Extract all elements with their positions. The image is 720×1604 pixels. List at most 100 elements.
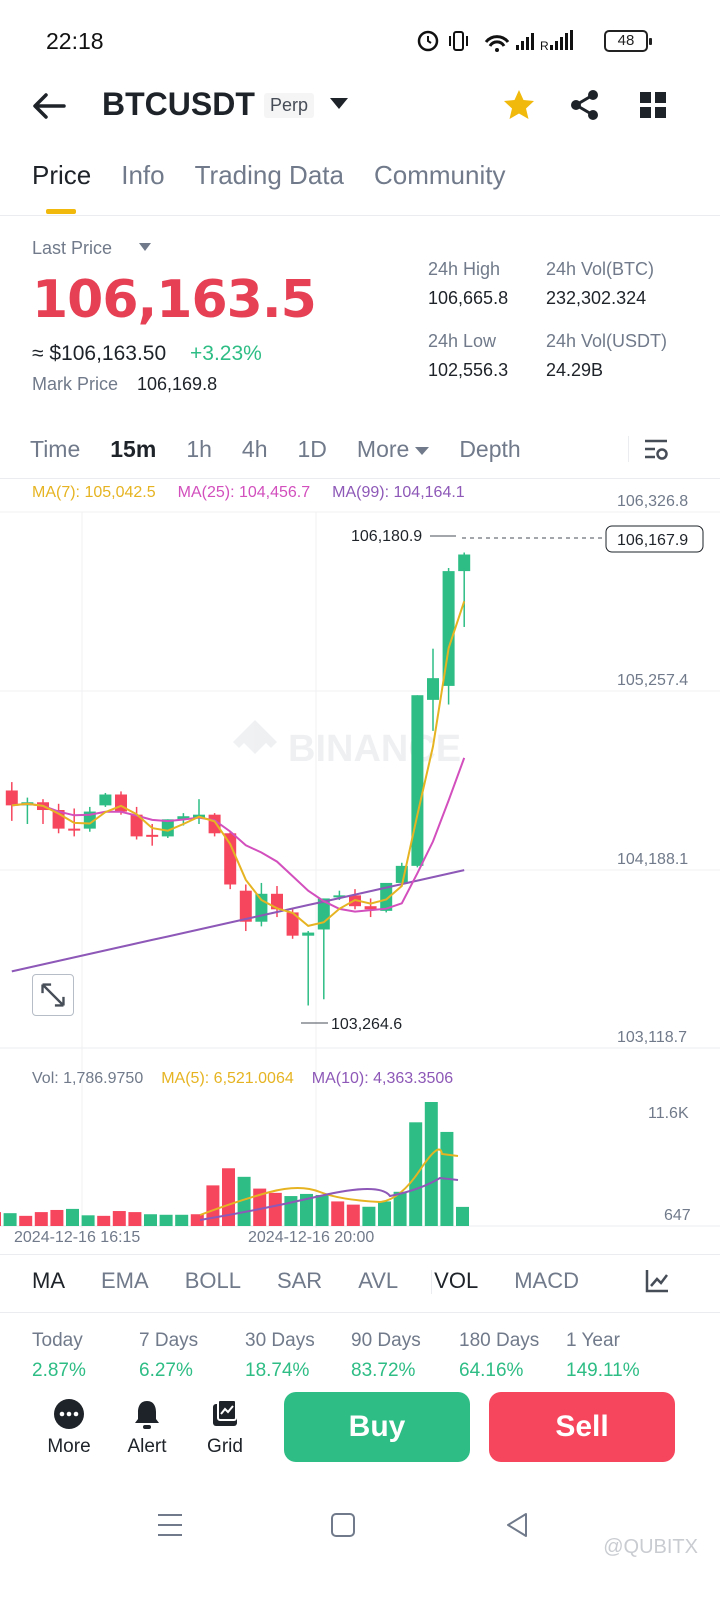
tab-info[interactable]: Info	[121, 160, 165, 190]
indicator-avl[interactable]: AVL	[358, 1268, 399, 1293]
alert-label: Alert	[127, 1436, 167, 1457]
binance-watermark: BINANCE	[233, 720, 461, 770]
indicator-settings-icon[interactable]	[644, 1268, 670, 1294]
vol-ma5-line	[199, 1148, 459, 1216]
volume-bar	[300, 1193, 313, 1226]
interval-1d[interactable]: 1D	[297, 436, 327, 462]
volume-bar	[315, 1195, 329, 1226]
indicator-vol[interactable]: VOL	[434, 1268, 479, 1293]
more-label: More	[47, 1436, 91, 1457]
indicator-sar[interactable]: SAR	[276, 1268, 323, 1293]
buy-button[interactable]: Buy	[284, 1392, 470, 1462]
current-price-tag[interactable]	[605, 525, 704, 553]
interval-1h[interactable]: 1h	[186, 436, 212, 462]
ma7-legend: MA(7): 105,042.5	[32, 484, 156, 501]
recent-apps-icon[interactable]	[156, 1512, 184, 1538]
perf-value-7d: 6.27%	[139, 1360, 193, 1381]
vol-ma5-legend: MA(5): 6,521.0064	[161, 1070, 294, 1087]
high-24h-value: 106,665.8	[428, 288, 509, 308]
symbol-dropdown-icon[interactable]	[330, 98, 348, 109]
candle	[286, 912, 299, 936]
symbol-title[interactable]: BTCUSDT	[102, 86, 255, 122]
vol-usdt-24h-value: 24.29B	[546, 360, 604, 380]
alert-button[interactable]: Alert	[120, 1398, 174, 1458]
vol-usdt-24h-label: 24h Vol(USDT)	[546, 331, 668, 351]
back-nav-icon[interactable]	[504, 1512, 530, 1538]
indicator-separator	[431, 1270, 432, 1294]
perf-label-180d: 180 Days	[459, 1330, 540, 1351]
vol-axis-bottom: 647	[664, 1207, 691, 1224]
indicator-ema[interactable]: EMA	[101, 1268, 149, 1293]
volume-bar	[34, 1212, 48, 1226]
status-icons: R	[417, 30, 573, 53]
battery-indicator: 48	[604, 30, 652, 52]
interval-more[interactable]: More	[357, 436, 430, 463]
tab-price[interactable]: Price	[32, 160, 92, 190]
more-button[interactable]: More	[40, 1398, 98, 1458]
candle	[224, 833, 237, 885]
grid-label: Grid	[207, 1436, 243, 1457]
volume-bar	[50, 1209, 64, 1226]
last-price-dropdown-icon[interactable]	[139, 243, 151, 251]
system-nav-bar	[0, 1500, 720, 1604]
vol-btc-24h-label: 24h Vol(BTC)	[546, 259, 655, 279]
tab-trading-data[interactable]: Trading Data	[194, 160, 344, 190]
price-chart[interactable]: BINANCE 106,326.8 105,257.4 104,188.1 10…	[0, 480, 720, 1260]
perf-label-today: Today	[32, 1330, 83, 1351]
interval-divider	[628, 436, 629, 462]
share-icon[interactable]	[568, 88, 602, 122]
bell-icon	[135, 1401, 159, 1429]
interval-4h[interactable]: 4h	[241, 436, 268, 462]
volume-bar	[222, 1168, 235, 1226]
chart-settings-icon[interactable]	[642, 436, 670, 464]
favorite-star-icon[interactable]	[502, 88, 536, 122]
ma25-line	[11, 757, 466, 913]
candle	[333, 895, 346, 898]
volume-bar	[206, 1185, 220, 1226]
back-arrow-icon[interactable]	[30, 90, 70, 122]
volume-bar	[81, 1215, 95, 1226]
volume-bar	[424, 1102, 438, 1226]
candle	[458, 554, 471, 572]
ma99-legend: MA(99): 104,164.1	[332, 484, 465, 501]
ma25-legend: MA(25): 104,456.7	[177, 484, 311, 501]
grid-bot-button[interactable]: Grid	[200, 1398, 250, 1458]
expand-chart-icon[interactable]	[32, 974, 74, 1016]
candle	[442, 571, 455, 686]
volume-bar	[362, 1206, 376, 1226]
volume-bar	[128, 1212, 142, 1226]
interval-depth[interactable]: Depth	[459, 436, 521, 462]
sell-button[interactable]: Sell	[489, 1392, 675, 1462]
tab-community[interactable]: Community	[373, 160, 506, 190]
volume-bar	[346, 1204, 360, 1226]
interval-15m[interactable]: 15m	[110, 436, 157, 462]
volume-bar	[112, 1211, 126, 1226]
usd-equivalent: ≈ $106,163.50	[32, 342, 167, 365]
candle	[302, 932, 315, 936]
perf-label-90d: 90 Days	[351, 1330, 421, 1351]
indicator-tabs: MA EMA BOLL SAR AVL VOL MACD	[32, 1268, 615, 1294]
vol-ma10-legend: MA(10): 4,363.3506	[311, 1070, 454, 1087]
home-icon[interactable]	[330, 1512, 356, 1538]
tabs-divider	[0, 215, 720, 216]
ma7-line	[11, 600, 466, 927]
volume-bar	[144, 1214, 157, 1226]
candle	[68, 828, 81, 831]
vol-ma10-line	[199, 1176, 459, 1221]
candle	[411, 695, 424, 866]
interval-selector: Time 15m 1h 4h 1D More Depth	[30, 436, 551, 463]
candle	[146, 834, 159, 837]
indicator-macd[interactable]: MACD	[514, 1268, 579, 1293]
indicator-ma[interactable]: MA	[32, 1268, 65, 1293]
volume-bar	[66, 1208, 79, 1226]
indicator-boll[interactable]: BOLL	[184, 1268, 241, 1293]
grid-menu-icon[interactable]	[638, 90, 668, 120]
vol-legend: Vol: 1,786.9750	[32, 1070, 144, 1087]
svg-text:R: R	[540, 39, 549, 53]
interval-time[interactable]: Time	[30, 436, 81, 462]
vol-btc-24h-value: 232,302.324	[546, 288, 647, 308]
low-24h-label: 24h Low	[428, 331, 497, 351]
last-price-label[interactable]: Last Price	[32, 238, 113, 258]
volume-bar	[175, 1214, 189, 1226]
candle	[130, 814, 143, 837]
